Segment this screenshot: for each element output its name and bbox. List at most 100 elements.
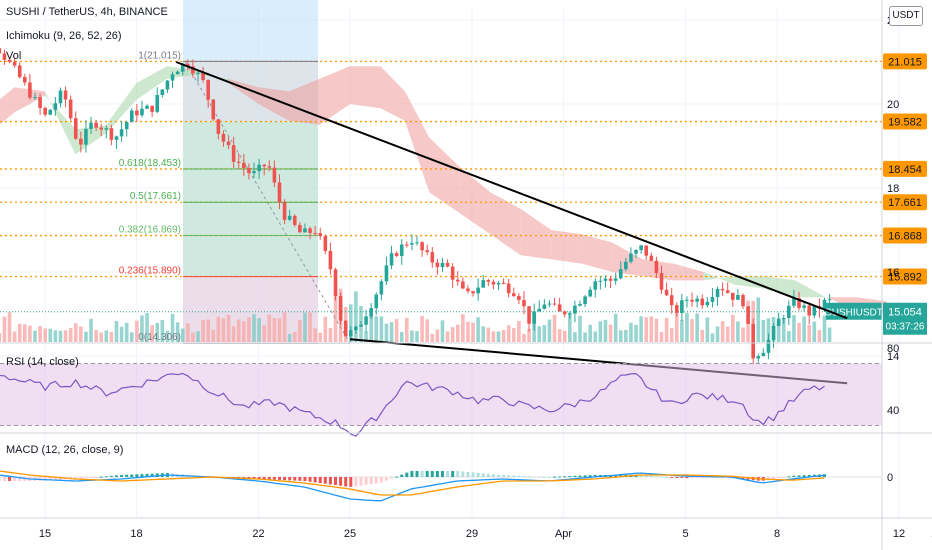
macd-histogram-bar xyxy=(318,477,322,484)
volume-bar xyxy=(211,329,216,342)
cloud-segment xyxy=(764,276,796,298)
volume-bar xyxy=(298,319,302,342)
macd-histogram-bar xyxy=(283,477,287,481)
macd-histogram-bar xyxy=(303,477,307,482)
volume-bar xyxy=(257,318,261,342)
level-tag xyxy=(883,160,927,177)
macd-histogram-bar xyxy=(777,477,781,479)
volume-bar xyxy=(674,313,679,342)
volume-bar xyxy=(471,322,475,342)
countdown-label: 03:37:26 xyxy=(886,322,925,333)
currency-button[interactable]: USDT xyxy=(889,6,923,26)
candle-body xyxy=(547,303,552,305)
horizontal-levels: 21.015 19.582 18.454 17.661 16.868 15.892 SUSH… xyxy=(0,53,927,335)
fib-level-label: 0.618(18.453) xyxy=(119,158,181,169)
volume-bar xyxy=(787,331,791,342)
macd-histogram-bar xyxy=(89,477,93,478)
volume-bar xyxy=(247,317,251,342)
macd-histogram-bar xyxy=(568,476,572,478)
macd-histogram-bar xyxy=(741,477,745,480)
macd-histogram-bar xyxy=(588,475,592,477)
macd-histogram-bar xyxy=(654,476,658,478)
volume-bar xyxy=(797,322,801,342)
macd-histogram-bar xyxy=(547,476,551,478)
candle-body xyxy=(206,80,210,100)
volume-bar xyxy=(267,314,272,342)
candle-body xyxy=(532,311,536,324)
volume-bar xyxy=(196,331,200,342)
candle-body xyxy=(822,299,827,309)
candle-body xyxy=(308,228,312,233)
rsi-band xyxy=(0,363,882,426)
volume-bar xyxy=(68,327,73,342)
candle-body xyxy=(573,305,577,314)
macd-histogram-bar xyxy=(497,474,501,477)
candle-body xyxy=(99,127,104,130)
candle-body xyxy=(73,118,78,139)
volume-bar xyxy=(165,330,170,342)
volume-bar xyxy=(226,314,231,342)
candle-body xyxy=(94,122,98,128)
rsi-label: RSI (14, close) xyxy=(6,356,79,368)
macd-histogram-bar xyxy=(364,477,368,485)
volume-bar xyxy=(155,322,160,342)
candle-body xyxy=(384,265,389,282)
candle-body xyxy=(318,233,323,237)
macd-histogram-bar xyxy=(522,475,526,477)
volume-bar xyxy=(160,320,165,342)
macd-histogram-bar xyxy=(145,473,149,477)
macd-histogram-bar xyxy=(680,477,684,478)
volume-bar xyxy=(17,323,22,342)
macd-histogram-bar xyxy=(802,475,806,477)
macd-histogram-bar xyxy=(425,471,429,477)
candle-body xyxy=(445,262,450,267)
candle-body xyxy=(262,164,267,167)
candle-body xyxy=(272,167,277,183)
candle-body xyxy=(461,281,465,289)
volume-bar xyxy=(114,321,119,342)
candle-body xyxy=(781,318,786,320)
macd-histogram-bar xyxy=(374,477,378,484)
volume-bar xyxy=(812,321,817,342)
candle-body xyxy=(175,71,180,75)
candle-body xyxy=(338,296,343,321)
time-tick-label: 12 xyxy=(893,528,905,540)
candle-body xyxy=(58,90,63,104)
candle-body xyxy=(313,232,317,234)
volume-bar xyxy=(756,297,761,342)
candle-body xyxy=(481,280,486,288)
macd-histogram-bar xyxy=(486,473,490,477)
candle-body xyxy=(277,182,282,203)
volume-bar xyxy=(43,328,47,342)
macd-histogram-bar xyxy=(461,471,465,477)
cloud-segment xyxy=(703,272,735,285)
volume-bar xyxy=(292,331,297,342)
candle-body xyxy=(613,278,618,281)
macd-histogram-bar xyxy=(644,475,648,477)
macd-histogram-bar xyxy=(405,472,409,477)
candle-body xyxy=(79,138,83,145)
candle-body xyxy=(267,166,272,168)
macd-histogram-bar xyxy=(43,477,47,481)
volume-bar xyxy=(99,332,104,342)
ichimoku-cloud xyxy=(0,66,887,314)
symbol-tag-label: SUSHIUSDT xyxy=(825,308,883,319)
macd-histogram-bar xyxy=(573,475,577,477)
volume-bar xyxy=(53,330,58,342)
macd-histogram-bar xyxy=(349,477,353,487)
macd-histogram-bar xyxy=(390,477,394,479)
candle-body xyxy=(114,136,119,140)
volume-bar xyxy=(496,331,501,342)
level-tag xyxy=(883,53,927,70)
macd-histogram-bar xyxy=(430,471,434,477)
macd-histogram-bar xyxy=(456,471,460,477)
volume-bar xyxy=(389,322,394,342)
macd-histogram-bar xyxy=(782,477,786,478)
volume-bar xyxy=(522,333,526,342)
volume-bar xyxy=(354,291,358,342)
volume-bar xyxy=(613,313,618,342)
candle-body xyxy=(303,228,307,233)
macd-histogram-bar xyxy=(410,471,414,477)
candle-body xyxy=(292,215,297,225)
